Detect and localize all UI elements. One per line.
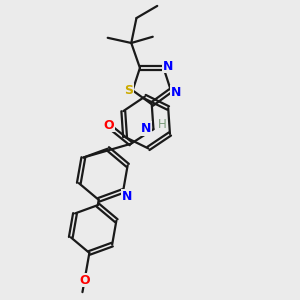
Text: S: S (124, 84, 133, 97)
Text: O: O (79, 274, 90, 287)
Text: O: O (103, 118, 114, 132)
Text: H: H (158, 118, 167, 130)
Text: N: N (141, 122, 151, 135)
Text: N: N (122, 190, 132, 203)
Text: N: N (163, 60, 173, 73)
Text: N: N (171, 85, 181, 99)
